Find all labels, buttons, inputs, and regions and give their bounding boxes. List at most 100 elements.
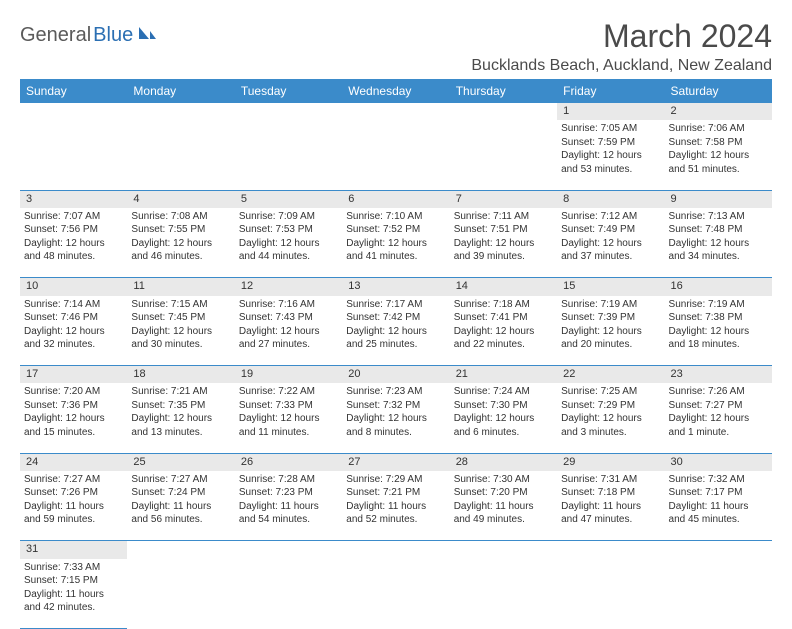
day-19-sunset: Sunset: 7:33 PM xyxy=(239,399,338,413)
week-3-daynum-row: 17181920212223 xyxy=(20,366,772,384)
day-num-25: 25 xyxy=(127,453,234,471)
weekday-header-row: SundayMondayTuesdayWednesdayThursdayFrid… xyxy=(20,79,772,103)
day-21-sunset: Sunset: 7:30 PM xyxy=(454,399,553,413)
day-13-sunrise: Sunrise: 7:17 AM xyxy=(346,298,445,312)
day-cell-15: Sunrise: 7:19 AMSunset: 7:39 PMDaylight:… xyxy=(557,296,664,366)
day-cell-1: Sunrise: 7:05 AMSunset: 7:59 PMDaylight:… xyxy=(557,120,664,190)
day-8-day1: Daylight: 12 hours xyxy=(561,237,660,251)
day-num-8: 8 xyxy=(557,190,664,208)
day-cell-26: Sunrise: 7:28 AMSunset: 7:23 PMDaylight:… xyxy=(235,471,342,541)
page-title: March 2024 xyxy=(471,18,772,55)
day-28-day2: and 49 minutes. xyxy=(454,513,553,527)
day-31-day1: Daylight: 11 hours xyxy=(24,588,123,602)
day-28-day1: Daylight: 11 hours xyxy=(454,500,553,514)
day-26-sunset: Sunset: 7:23 PM xyxy=(239,486,338,500)
day-26-day2: and 54 minutes. xyxy=(239,513,338,527)
day-1-day1: Daylight: 12 hours xyxy=(561,149,660,163)
day-12-sunset: Sunset: 7:43 PM xyxy=(239,311,338,325)
day-3-sunrise: Sunrise: 7:07 AM xyxy=(24,210,123,224)
day-3-day1: Daylight: 12 hours xyxy=(24,237,123,251)
day-16-sunrise: Sunrise: 7:19 AM xyxy=(669,298,768,312)
day-21-day2: and 6 minutes. xyxy=(454,426,553,440)
day-num-1: 1 xyxy=(557,103,664,120)
day-cell-4: Sunrise: 7:08 AMSunset: 7:55 PMDaylight:… xyxy=(127,208,234,278)
day-num-11: 11 xyxy=(127,278,234,296)
day-13-day1: Daylight: 12 hours xyxy=(346,325,445,339)
day-1-sunrise: Sunrise: 7:05 AM xyxy=(561,122,660,136)
day-23-sunrise: Sunrise: 7:26 AM xyxy=(669,385,768,399)
day-2-sunrise: Sunrise: 7:06 AM xyxy=(669,122,768,136)
day-cell-3: Sunrise: 7:07 AMSunset: 7:56 PMDaylight:… xyxy=(20,208,127,278)
day-cell-empty xyxy=(235,559,342,629)
week-0-daynum-row: 12 xyxy=(20,103,772,120)
day-4-day1: Daylight: 12 hours xyxy=(131,237,230,251)
day-7-day2: and 39 minutes. xyxy=(454,250,553,264)
day-num-empty xyxy=(235,103,342,120)
day-8-sunrise: Sunrise: 7:12 AM xyxy=(561,210,660,224)
week-3-content-row: Sunrise: 7:20 AMSunset: 7:36 PMDaylight:… xyxy=(20,383,772,453)
day-18-day1: Daylight: 12 hours xyxy=(131,412,230,426)
day-31-sunrise: Sunrise: 7:33 AM xyxy=(24,561,123,575)
day-16-day1: Daylight: 12 hours xyxy=(669,325,768,339)
day-cell-19: Sunrise: 7:22 AMSunset: 7:33 PMDaylight:… xyxy=(235,383,342,453)
day-29-day2: and 47 minutes. xyxy=(561,513,660,527)
day-cell-7: Sunrise: 7:11 AMSunset: 7:51 PMDaylight:… xyxy=(450,208,557,278)
day-cell-14: Sunrise: 7:18 AMSunset: 7:41 PMDaylight:… xyxy=(450,296,557,366)
day-cell-empty xyxy=(450,559,557,629)
day-6-sunset: Sunset: 7:52 PM xyxy=(346,223,445,237)
week-2-daynum-row: 10111213141516 xyxy=(20,278,772,296)
day-24-sunrise: Sunrise: 7:27 AM xyxy=(24,473,123,487)
day-cell-29: Sunrise: 7:31 AMSunset: 7:18 PMDaylight:… xyxy=(557,471,664,541)
day-12-day1: Daylight: 12 hours xyxy=(239,325,338,339)
day-18-sunrise: Sunrise: 7:21 AM xyxy=(131,385,230,399)
day-num-empty xyxy=(342,541,449,559)
day-cell-16: Sunrise: 7:19 AMSunset: 7:38 PMDaylight:… xyxy=(665,296,772,366)
day-15-day1: Daylight: 12 hours xyxy=(561,325,660,339)
day-27-sunrise: Sunrise: 7:29 AM xyxy=(346,473,445,487)
logo-text-general: General xyxy=(20,24,91,47)
day-cell-23: Sunrise: 7:26 AMSunset: 7:27 PMDaylight:… xyxy=(665,383,772,453)
day-4-day2: and 46 minutes. xyxy=(131,250,230,264)
day-24-sunset: Sunset: 7:26 PM xyxy=(24,486,123,500)
day-19-day1: Daylight: 12 hours xyxy=(239,412,338,426)
day-17-day2: and 15 minutes. xyxy=(24,426,123,440)
day-25-sunset: Sunset: 7:24 PM xyxy=(131,486,230,500)
day-8-sunset: Sunset: 7:49 PM xyxy=(561,223,660,237)
day-num-empty xyxy=(450,541,557,559)
day-9-sunrise: Sunrise: 7:13 AM xyxy=(669,210,768,224)
day-15-sunset: Sunset: 7:39 PM xyxy=(561,311,660,325)
day-9-day2: and 34 minutes. xyxy=(669,250,768,264)
calendar-table: SundayMondayTuesdayWednesdayThursdayFrid… xyxy=(20,79,772,629)
day-22-day1: Daylight: 12 hours xyxy=(561,412,660,426)
day-29-sunrise: Sunrise: 7:31 AM xyxy=(561,473,660,487)
day-num-30: 30 xyxy=(665,453,772,471)
week-1-content-row: Sunrise: 7:07 AMSunset: 7:56 PMDaylight:… xyxy=(20,208,772,278)
day-cell-28: Sunrise: 7:30 AMSunset: 7:20 PMDaylight:… xyxy=(450,471,557,541)
day-num-17: 17 xyxy=(20,366,127,384)
day-21-sunrise: Sunrise: 7:24 AM xyxy=(454,385,553,399)
day-9-day1: Daylight: 12 hours xyxy=(669,237,768,251)
weekday-monday: Monday xyxy=(127,79,234,103)
day-23-day1: Daylight: 12 hours xyxy=(669,412,768,426)
day-15-day2: and 20 minutes. xyxy=(561,338,660,352)
day-cell-empty xyxy=(665,559,772,629)
day-num-12: 12 xyxy=(235,278,342,296)
day-1-sunset: Sunset: 7:59 PM xyxy=(561,136,660,150)
day-11-sunset: Sunset: 7:45 PM xyxy=(131,311,230,325)
day-16-sunset: Sunset: 7:38 PM xyxy=(669,311,768,325)
day-num-empty xyxy=(342,103,449,120)
day-num-7: 7 xyxy=(450,190,557,208)
day-7-day1: Daylight: 12 hours xyxy=(454,237,553,251)
day-num-4: 4 xyxy=(127,190,234,208)
day-cell-11: Sunrise: 7:15 AMSunset: 7:45 PMDaylight:… xyxy=(127,296,234,366)
day-14-day2: and 22 minutes. xyxy=(454,338,553,352)
day-22-sunrise: Sunrise: 7:25 AM xyxy=(561,385,660,399)
day-14-day1: Daylight: 12 hours xyxy=(454,325,553,339)
day-num-26: 26 xyxy=(235,453,342,471)
day-23-sunset: Sunset: 7:27 PM xyxy=(669,399,768,413)
day-cell-10: Sunrise: 7:14 AMSunset: 7:46 PMDaylight:… xyxy=(20,296,127,366)
day-num-18: 18 xyxy=(127,366,234,384)
day-20-sunset: Sunset: 7:32 PM xyxy=(346,399,445,413)
day-5-day1: Daylight: 12 hours xyxy=(239,237,338,251)
week-4-content-row: Sunrise: 7:27 AMSunset: 7:26 PM Daylight:… xyxy=(20,471,772,541)
